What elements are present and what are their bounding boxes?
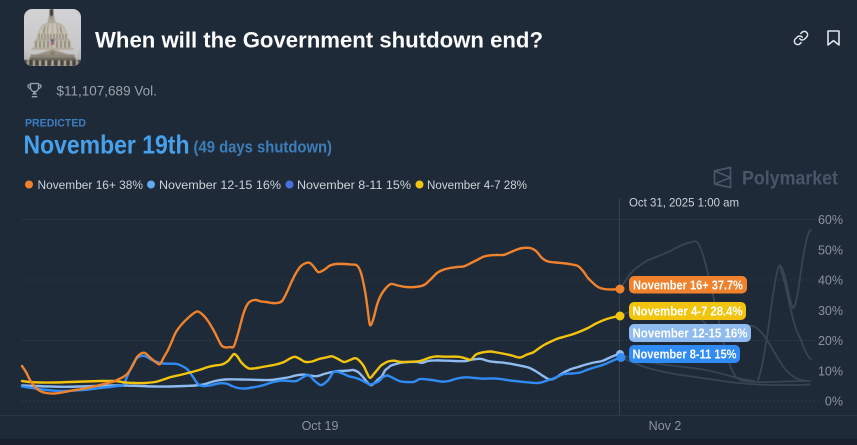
svg-text:November 12-15 16%: November 12-15 16% (159, 178, 281, 192)
svg-text:November 16+ 38%: November 16+ 38% (38, 178, 144, 192)
svg-text:November 8-11 15%: November 8-11 15% (297, 178, 411, 192)
svg-text:50%: 50% (818, 243, 843, 257)
svg-text:November 4-7 28%: November 4-7 28% (427, 178, 527, 192)
svg-text:November 8-11 15%: November 8-11 15% (633, 347, 738, 362)
svg-text:Oct 19: Oct 19 (302, 419, 339, 433)
svg-text:$11,107,689 Vol.: $11,107,689 Vol. (57, 84, 157, 99)
svg-text:(49 days shutdown): (49 days shutdown) (194, 139, 333, 157)
svg-text:When will the Government shutd: When will the Government shutdown end? (95, 28, 543, 53)
svg-text:PREDICTED: PREDICTED (25, 118, 86, 130)
svg-text:November 19th: November 19th (24, 130, 190, 160)
svg-text:10%: 10% (818, 364, 843, 378)
svg-text:60%: 60% (818, 213, 843, 227)
svg-text:Polymarket: Polymarket (742, 169, 839, 190)
svg-text:20%: 20% (818, 334, 843, 348)
svg-text:0%: 0% (825, 395, 843, 409)
svg-text:November 16+ 37.7%: November 16+ 37.7% (633, 277, 744, 292)
svg-text:Nov 2: Nov 2 (649, 419, 682, 433)
svg-text:November 4-7 28.4%: November 4-7 28.4% (633, 304, 744, 319)
svg-text:November 12-15 16%: November 12-15 16% (633, 326, 749, 341)
svg-text:Oct 31, 2025 1:00 am: Oct 31, 2025 1:00 am (629, 196, 739, 210)
svg-text:40%: 40% (818, 274, 843, 288)
svg-text:30%: 30% (818, 304, 843, 318)
